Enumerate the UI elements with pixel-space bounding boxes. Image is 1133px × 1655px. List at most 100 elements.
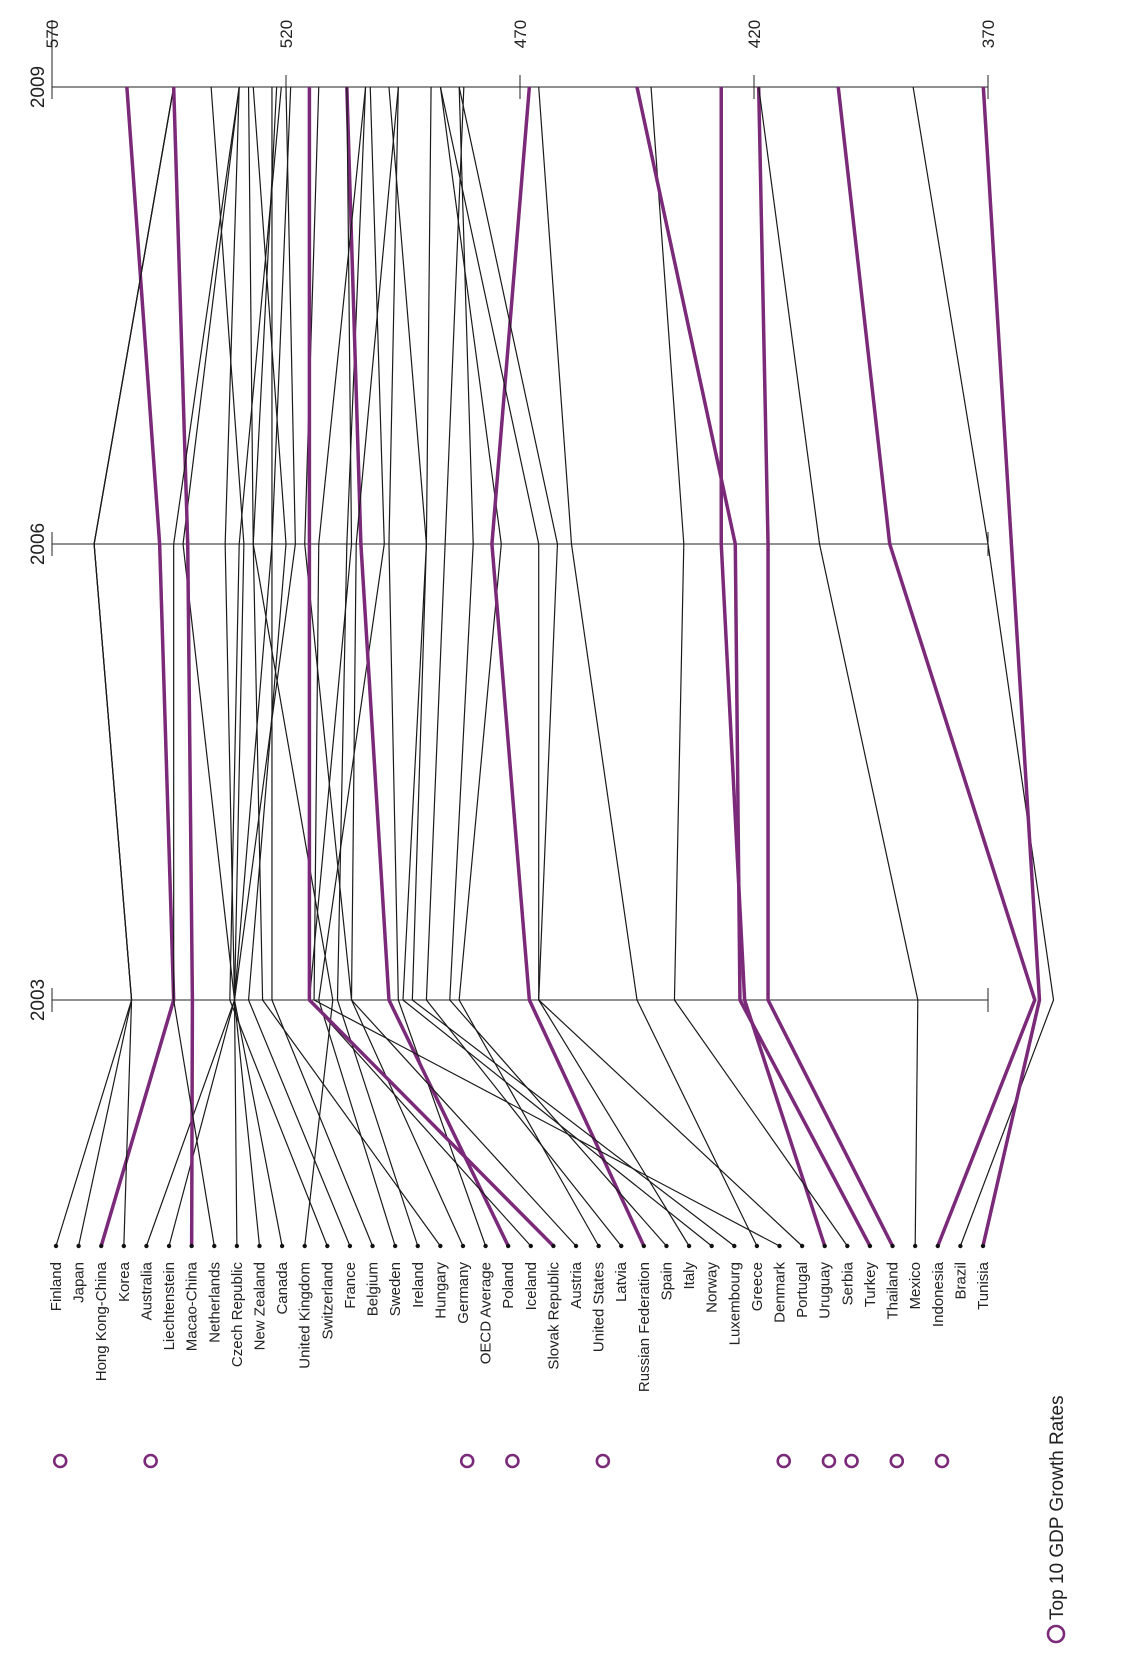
series-line — [78, 86, 175, 1247]
series-dot — [279, 1243, 285, 1249]
series-label: Russian Federation — [636, 1262, 653, 1392]
series-line — [345, 86, 510, 1247]
series-line — [411, 86, 735, 1247]
series-dot — [166, 1243, 172, 1249]
series-label: Canada — [274, 1261, 291, 1314]
series-dot — [754, 1243, 760, 1249]
year-tick-label: 2009 — [28, 66, 49, 108]
series-label: Iceland — [523, 1262, 540, 1310]
series-line — [836, 86, 1037, 1247]
series-line — [173, 86, 240, 1247]
series-label: United Kingdom — [297, 1262, 314, 1369]
series-dot — [709, 1243, 714, 1249]
series-line — [912, 86, 1055, 1247]
legend-label: Top 10 GDP Growth Rates — [1047, 1395, 1068, 1620]
highlight-marker-icon — [52, 1453, 68, 1469]
highlight-marker-icon — [889, 1453, 905, 1469]
series-line — [229, 86, 328, 1247]
year-tick-label: 2006 — [28, 523, 49, 565]
series-label: Belgium — [365, 1262, 382, 1316]
series-line — [538, 86, 758, 1247]
series-label: Norway — [704, 1262, 721, 1313]
series-label: Luxembourg — [726, 1262, 743, 1345]
series-line — [247, 86, 351, 1247]
series-dot — [777, 1243, 782, 1249]
series-dot — [257, 1243, 262, 1249]
series-label: Uruguay — [817, 1262, 834, 1319]
series-line — [449, 86, 667, 1247]
series-line — [635, 86, 872, 1247]
series-line — [99, 86, 176, 1247]
series-line — [650, 86, 848, 1247]
series-label: Netherlands — [206, 1262, 223, 1343]
series-label: Mexico — [907, 1262, 924, 1310]
series-lines — [55, 86, 1055, 1248]
series-label: Denmark — [772, 1262, 789, 1323]
series-label: Sweden — [387, 1262, 404, 1316]
series-line — [719, 87, 827, 1247]
series-dot — [551, 1243, 556, 1249]
series-line — [458, 86, 690, 1247]
series-dot — [732, 1243, 737, 1249]
series-dot — [347, 1243, 353, 1249]
series-label: Hong Kong-China — [93, 1261, 110, 1381]
highlight-marker-icon — [934, 1453, 950, 1469]
series-line — [425, 86, 622, 1247]
series-dot — [505, 1243, 511, 1249]
series-dot — [799, 1243, 805, 1249]
series-label: Latvia — [613, 1261, 630, 1302]
series-label: Hungary — [432, 1262, 449, 1319]
legend-marker-icon — [1046, 1624, 1066, 1644]
series-dot — [980, 1243, 986, 1249]
highlight-marker-icon — [459, 1453, 475, 1469]
series-line — [304, 86, 464, 1247]
series-dot — [822, 1243, 827, 1249]
series-line — [145, 86, 296, 1247]
series-label: Finland — [48, 1262, 65, 1311]
value-tick-label: 520 — [277, 20, 296, 48]
series-line — [55, 86, 175, 1247]
series-dot — [912, 1243, 918, 1249]
series-line — [439, 86, 803, 1247]
series-dot — [438, 1243, 443, 1249]
value-tick-label: 420 — [745, 20, 764, 48]
series-dot — [415, 1243, 420, 1249]
series-label: Slovak Republic — [545, 1262, 562, 1370]
series-dot — [935, 1243, 940, 1249]
series-dot — [596, 1243, 601, 1249]
series-dot — [99, 1243, 104, 1249]
series-label: Turkey — [862, 1262, 879, 1308]
value-tick-label: 570 — [43, 20, 62, 48]
series-line — [252, 86, 441, 1247]
series-dot — [144, 1243, 149, 1249]
series-label: Poland — [500, 1262, 517, 1309]
series-line — [307, 87, 555, 1248]
series-dot — [76, 1243, 81, 1249]
series-label: Indonesia — [930, 1261, 947, 1327]
series-label: Macao-China — [184, 1261, 201, 1351]
series-dot — [302, 1243, 307, 1249]
series-dot — [890, 1243, 895, 1249]
series-line — [224, 86, 240, 1247]
series-dot — [392, 1243, 398, 1249]
series-line — [171, 86, 195, 1247]
series-dot — [189, 1243, 194, 1249]
series-line — [308, 86, 532, 1247]
year-tick-label: 2003 — [28, 979, 49, 1021]
highlight-marker-icon — [821, 1453, 837, 1469]
series-label: Brazil — [952, 1262, 969, 1300]
series-line — [247, 86, 334, 1247]
series-line — [210, 86, 283, 1247]
value-tick-label: 470 — [511, 20, 530, 48]
series-dot — [212, 1243, 217, 1249]
series-dot — [664, 1243, 669, 1249]
series-label: Greece — [749, 1262, 766, 1311]
series-label: New Zealand — [251, 1262, 268, 1350]
series-dot — [641, 1243, 647, 1249]
highlight-marker-icon — [505, 1453, 520, 1469]
series-line — [981, 86, 1042, 1247]
series-label: Germany — [455, 1262, 472, 1324]
series-dot — [121, 1243, 127, 1249]
series-label: Thailand — [885, 1262, 902, 1320]
series-dot — [234, 1243, 240, 1249]
